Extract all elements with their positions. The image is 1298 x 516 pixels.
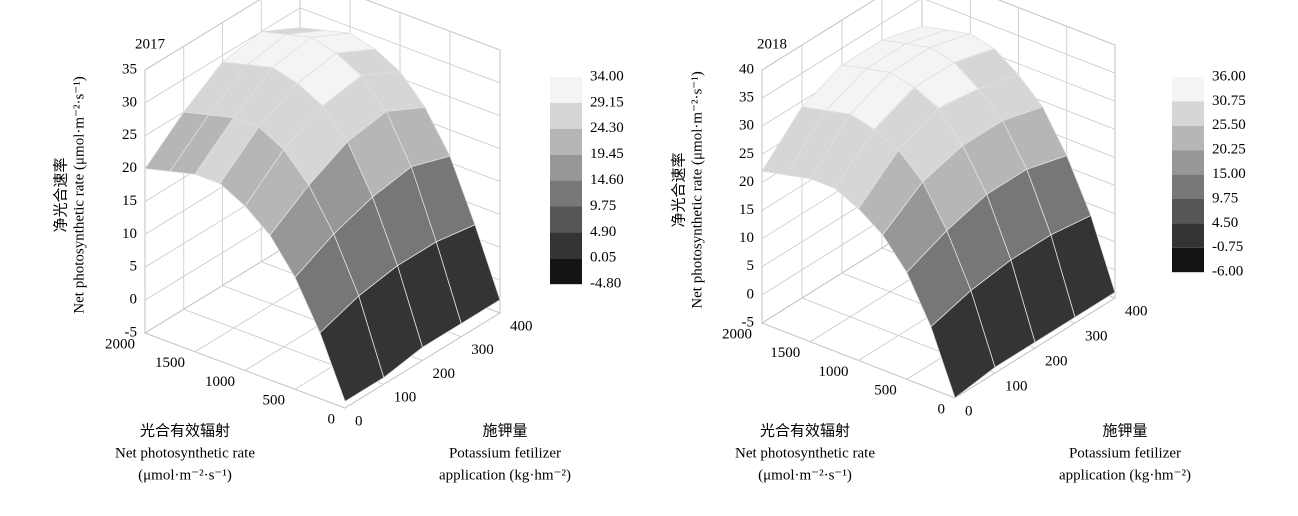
colorbar-band — [550, 77, 582, 103]
panel: -5 0 5 10 15 20 25 30 35 0 500 1000 1500 2000 0 100 200 3… — [52, 0, 624, 483]
colorbar-label: 4.50 — [1212, 215, 1238, 231]
colorbar-label: 29.15 — [590, 94, 624, 110]
colorbar-label: 30.75 — [1212, 93, 1246, 109]
colorbar-band — [550, 180, 582, 207]
colorbar-label: 36.00 — [1212, 68, 1246, 84]
colorbar-label: -4.80 — [590, 276, 621, 292]
y-tick-label: 0 — [965, 403, 973, 419]
colorbar-band — [1172, 223, 1204, 248]
colorbar-label: 4.90 — [590, 224, 616, 240]
z-tick-label: 25 — [739, 146, 754, 162]
colorbar-label: 25.50 — [1212, 117, 1246, 133]
z-tick-label: 0 — [130, 292, 138, 308]
y-axis-title: application (kg·hm⁻²) — [439, 467, 571, 483]
x-tick-label: 2000 — [105, 336, 135, 352]
x-axis-title: 光合有效辐射 — [140, 422, 230, 439]
z-axis-title: Net photosynthetic rate (μmol·m⁻²·s⁻¹) — [71, 76, 87, 313]
colorbar-label: 15.00 — [1212, 166, 1246, 182]
z-tick-label: -5 — [742, 314, 755, 330]
y-tick-label: 100 — [394, 390, 417, 406]
y-tick-label: 0 — [355, 413, 363, 429]
x-tick-label: 1000 — [205, 374, 235, 390]
z-tick-label: 30 — [739, 118, 754, 134]
x-tick-label: 1500 — [155, 355, 185, 371]
y-tick-label: 400 — [510, 318, 533, 334]
z-tick-label: 5 — [130, 259, 138, 275]
grid-line — [761, 322, 956, 399]
z-axis-title: Net photosynthetic rate (μmol·m⁻²·s⁻¹) — [689, 71, 705, 308]
x-tick-label: 500 — [874, 383, 897, 399]
colorbar-label: 9.75 — [590, 198, 616, 214]
z-axis-title: 净光合速率 — [670, 152, 687, 227]
colorbar-band — [1172, 199, 1204, 224]
colorbar-label: -6.00 — [1212, 264, 1243, 280]
z-tick-label: 30 — [122, 94, 137, 110]
panel-title: 2017 — [135, 36, 166, 52]
z-tick-label: 15 — [122, 193, 137, 209]
x-axis-title: 光合有效辐射 — [760, 422, 850, 439]
z-tick-label: 15 — [739, 202, 754, 218]
z-axis-title: 净光合速率 — [52, 157, 69, 232]
colorbar-label: 24.30 — [590, 120, 624, 136]
panel-title: 2018 — [757, 36, 787, 52]
z-tick-label: 35 — [122, 61, 137, 77]
colorbar-label: 14.60 — [590, 172, 624, 188]
y-tick-label: 200 — [433, 366, 456, 382]
x-tick-label: 0 — [328, 411, 336, 427]
x-axis-title: (μmol·m⁻²·s⁻¹) — [138, 467, 232, 483]
z-tick-label: 20 — [739, 174, 754, 190]
x-tick-label: 1500 — [770, 345, 800, 361]
colorbar-band — [1172, 101, 1204, 126]
colorbar-band — [550, 206, 582, 233]
x-tick-label: 1000 — [819, 364, 849, 380]
y-tick-label: 300 — [1085, 328, 1108, 344]
x-axis-title: Net photosynthetic rate — [115, 445, 255, 461]
z-tick-label: 40 — [739, 61, 754, 77]
colorbar-band — [1172, 174, 1204, 199]
colorbar-band — [550, 128, 582, 155]
surface-cell — [319, 295, 385, 403]
x-tick-label: 2000 — [722, 326, 752, 342]
grid-line — [144, 332, 346, 409]
y-axis-title: Potassium fetilizer — [449, 445, 561, 461]
y-axis-title: application (kg·hm⁻²) — [1059, 467, 1191, 483]
x-tick-label: 0 — [938, 401, 946, 417]
colorbar-band — [1172, 150, 1204, 175]
surface-cell — [930, 289, 996, 399]
y-axis-title: 施钾量 — [1102, 422, 1147, 439]
y-axis-title: Potassium fetilizer — [1069, 445, 1181, 461]
z-tick-label: 0 — [747, 286, 755, 302]
y-tick-label: 400 — [1125, 303, 1148, 319]
colorbar-band — [550, 258, 582, 285]
z-tick-label: 10 — [739, 230, 754, 246]
x-axis-title: (μmol·m⁻²·s⁻¹) — [758, 467, 852, 483]
z-tick-label: 35 — [739, 90, 754, 106]
colorbar-label: -0.75 — [1212, 239, 1243, 255]
colorbar-band — [550, 232, 582, 259]
colorbar-band — [1172, 125, 1204, 151]
colorbar-label: 34.00 — [590, 68, 624, 84]
colorbar-band — [550, 102, 582, 129]
y-tick-label: 200 — [1045, 353, 1068, 369]
y-tick-label: 100 — [1005, 378, 1028, 394]
x-tick-label: 500 — [263, 393, 286, 409]
y-axis-title: 施钾量 — [482, 422, 527, 439]
colorbar-band — [550, 154, 582, 181]
colorbar-label: 9.75 — [1212, 190, 1238, 206]
colorbar-label: 20.25 — [1212, 142, 1246, 158]
colorbar-band — [1172, 77, 1204, 102]
z-tick-label: 20 — [122, 160, 137, 176]
z-tick-label: 5 — [747, 258, 755, 274]
colorbar-band — [1172, 247, 1204, 273]
z-tick-label: 10 — [122, 226, 137, 242]
colorbar-label: 19.45 — [590, 146, 624, 162]
panel: -505101520253035400500100015002000010020… — [670, 0, 1246, 483]
x-axis-title: Net photosynthetic rate — [735, 445, 875, 461]
colorbar-label: 0.05 — [590, 250, 616, 266]
y-tick-label: 300 — [471, 342, 494, 358]
z-tick-label: 25 — [122, 127, 137, 143]
z-tick-label: -5 — [125, 324, 138, 340]
